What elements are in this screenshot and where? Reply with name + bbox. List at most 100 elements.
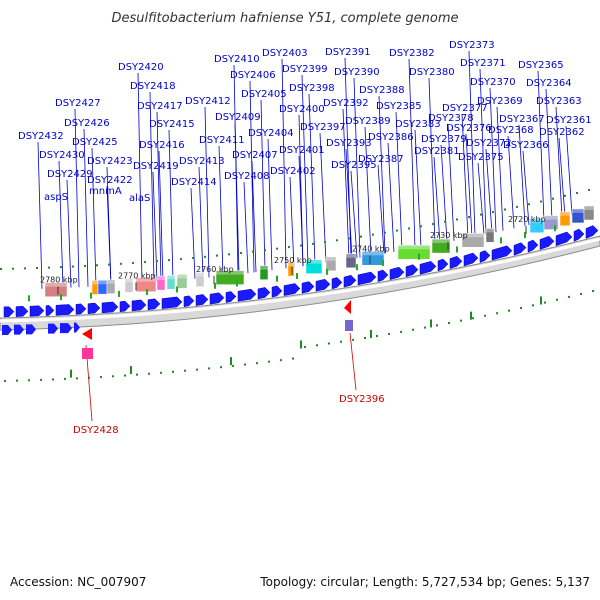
gene-label-dsy2403[interactable]: DSY2403 — [262, 48, 308, 59]
gene-label-dsy2392[interactable]: DSY2392 — [323, 98, 369, 109]
gene-label-dsy2372[interactable]: DSY2372 — [466, 138, 512, 149]
forward-gene-arrow[interactable] — [331, 277, 343, 290]
forward-gene-arrow[interactable] — [237, 288, 257, 302]
forward-gene-arrow[interactable] — [147, 298, 161, 311]
lower-gene-arrow[interactable] — [48, 323, 58, 334]
gene-label-dsy2373[interactable]: DSY2373 — [449, 40, 495, 51]
gene-label-dsy2385[interactable]: DSY2385 — [376, 101, 422, 112]
forward-gene-arrow[interactable] — [271, 285, 283, 298]
gene-label-dsy2420[interactable]: DSY2420 — [118, 62, 164, 73]
forward-gene-arrow[interactable] — [315, 278, 331, 292]
forward-gene-arrow[interactable] — [405, 264, 419, 278]
feature-box[interactable] — [259, 265, 269, 280]
feature-box[interactable] — [397, 244, 431, 260]
gene-label-dsy2422[interactable]: DSY2422 — [87, 175, 133, 186]
gene-label-dsy2423[interactable]: DSY2423 — [87, 156, 133, 167]
gene-label-dsy2418[interactable]: DSY2418 — [130, 81, 176, 92]
lower-gene-arrow[interactable] — [26, 324, 36, 335]
gene-label-dsy2404[interactable]: DSY2404 — [248, 128, 294, 139]
gene-label-dsy2361[interactable]: DSY2361 — [546, 115, 592, 126]
gene-label-dsy2426[interactable]: DSY2426 — [64, 118, 110, 129]
gene-label-dsy2414[interactable]: DSY2414 — [171, 177, 217, 188]
forward-gene-arrow[interactable] — [377, 269, 389, 283]
forward-gene-arrow[interactable] — [87, 302, 101, 315]
gene-label-dsy2387[interactable]: DSY2387 — [358, 154, 404, 165]
forward-gene-arrow[interactable] — [3, 306, 15, 318]
gene-label-dsy2376[interactable]: DSY2376 — [446, 123, 492, 134]
gene-label-dsy2415[interactable]: DSY2415 — [149, 119, 195, 130]
gene-label-dsy2380[interactable]: DSY2380 — [409, 67, 455, 78]
gene-label-dsy2411[interactable]: DSY2411 — [199, 135, 245, 146]
lower-gene-arrow[interactable] — [74, 322, 80, 333]
gene-label-dsy2379[interactable]: DSY2379 — [421, 134, 467, 145]
gene-label-dsy2410[interactable]: DSY2410 — [214, 54, 260, 65]
forward-gene-arrow[interactable] — [101, 301, 119, 314]
forward-gene-arrow[interactable] — [357, 271, 377, 286]
gene-label-dsy2381[interactable]: DSY2381 — [414, 146, 460, 157]
gene-label-dsy2417[interactable]: DSY2417 — [137, 101, 183, 112]
gene-label-dsy2432[interactable]: DSY2432 — [18, 131, 64, 142]
forward-gene-arrow[interactable] — [15, 306, 29, 317]
gene-label-dsy2389[interactable]: DSY2389 — [345, 116, 391, 127]
forward-gene-arrow[interactable] — [209, 292, 225, 305]
gene-label-dsy2425[interactable]: DSY2425 — [72, 137, 118, 148]
feature-box[interactable] — [124, 278, 134, 293]
forward-gene-arrow[interactable] — [449, 255, 463, 269]
gene-label-dsy2430[interactable]: DSY2430 — [39, 150, 85, 161]
forward-gene-arrow[interactable] — [555, 231, 573, 247]
gene-label-dsy2363[interactable]: DSY2363 — [536, 96, 582, 107]
gene-label-dsy2366[interactable]: DSY2366 — [503, 140, 549, 151]
gene-label-dsy2369[interactable]: DSY2369 — [477, 96, 523, 107]
lower-gene-arrow[interactable] — [14, 324, 24, 335]
gene-label-dsy2393[interactable]: DSY2393 — [326, 138, 372, 149]
gene-label-dsy2397[interactable]: DSY2397 — [300, 122, 346, 133]
gene-label-dsy2413[interactable]: DSY2413 — [179, 156, 225, 167]
gene-name-alaS[interactable]: alaS — [129, 193, 150, 204]
gene-label-dsy2386[interactable]: DSY2386 — [368, 132, 414, 143]
gene-label-dsy2412[interactable]: DSY2412 — [185, 96, 231, 107]
gene-label-dsy2375[interactable]: DSY2375 — [458, 152, 504, 163]
gene-label-dsy2378[interactable]: DSY2378 — [428, 113, 474, 124]
gene-label-dsy2371[interactable]: DSY2371 — [460, 58, 506, 69]
forward-gene-arrow[interactable] — [161, 296, 183, 309]
feature-box[interactable] — [431, 238, 451, 254]
gene-label-dsy2405[interactable]: DSY2405 — [241, 89, 287, 100]
forward-gene-arrow[interactable] — [195, 294, 209, 306]
gene-label-dsy2364[interactable]: DSY2364 — [526, 78, 572, 89]
forward-gene-arrow[interactable] — [527, 239, 539, 253]
forward-gene-arrow[interactable] — [539, 235, 555, 250]
feature-box[interactable] — [44, 282, 68, 297]
feature-box[interactable] — [583, 205, 595, 221]
feature-box[interactable] — [305, 259, 323, 274]
gene-label-dsy2401[interactable]: DSY2401 — [279, 145, 325, 156]
forward-gene-arrow[interactable] — [419, 261, 437, 275]
gene-label-dsy2396[interactable]: DSY2396 — [339, 394, 385, 405]
gene-label-dsy2382[interactable]: DSY2382 — [389, 48, 435, 59]
forward-gene-arrow[interactable] — [55, 304, 75, 316]
gene-label-dsy2388[interactable]: DSY2388 — [359, 85, 405, 96]
feature-box[interactable] — [361, 251, 385, 266]
gene-label-dsy2427[interactable]: DSY2427 — [55, 98, 101, 109]
gene-label-dsy2408[interactable]: DSY2408 — [224, 171, 270, 182]
forward-gene-arrow[interactable] — [585, 225, 599, 239]
gene-label-dsy2399[interactable]: DSY2399 — [282, 64, 328, 75]
forward-gene-arrow[interactable] — [513, 242, 527, 256]
forward-gene-arrow[interactable] — [75, 303, 87, 315]
gene-label-dsy2402[interactable]: DSY2402 — [270, 166, 316, 177]
gene-label-dsy2391[interactable]: DSY2391 — [325, 47, 371, 58]
gene-label-dsy2407[interactable]: DSY2407 — [232, 150, 278, 161]
gene-label-dsy2428[interactable]: DSY2428 — [73, 425, 119, 436]
gene-label-dsy2368[interactable]: DSY2368 — [488, 125, 534, 136]
feature-box[interactable] — [176, 274, 188, 289]
gene-label-dsy2365[interactable]: DSY2365 — [518, 60, 564, 71]
feature-box[interactable] — [345, 253, 357, 269]
forward-gene-arrow[interactable] — [301, 281, 315, 294]
forward-gene-arrow[interactable] — [131, 299, 147, 312]
forward-gene-arrow[interactable] — [343, 274, 357, 288]
lower-gene-arrow[interactable] — [2, 324, 12, 335]
gene-name-aspS[interactable]: aspS — [44, 192, 68, 203]
gene-label-dsy2377[interactable]: DSY2377 — [442, 103, 488, 114]
lower-gene-arrow[interactable] — [60, 323, 72, 334]
feature-box[interactable] — [106, 279, 116, 294]
forward-gene-arrow[interactable] — [183, 295, 195, 308]
